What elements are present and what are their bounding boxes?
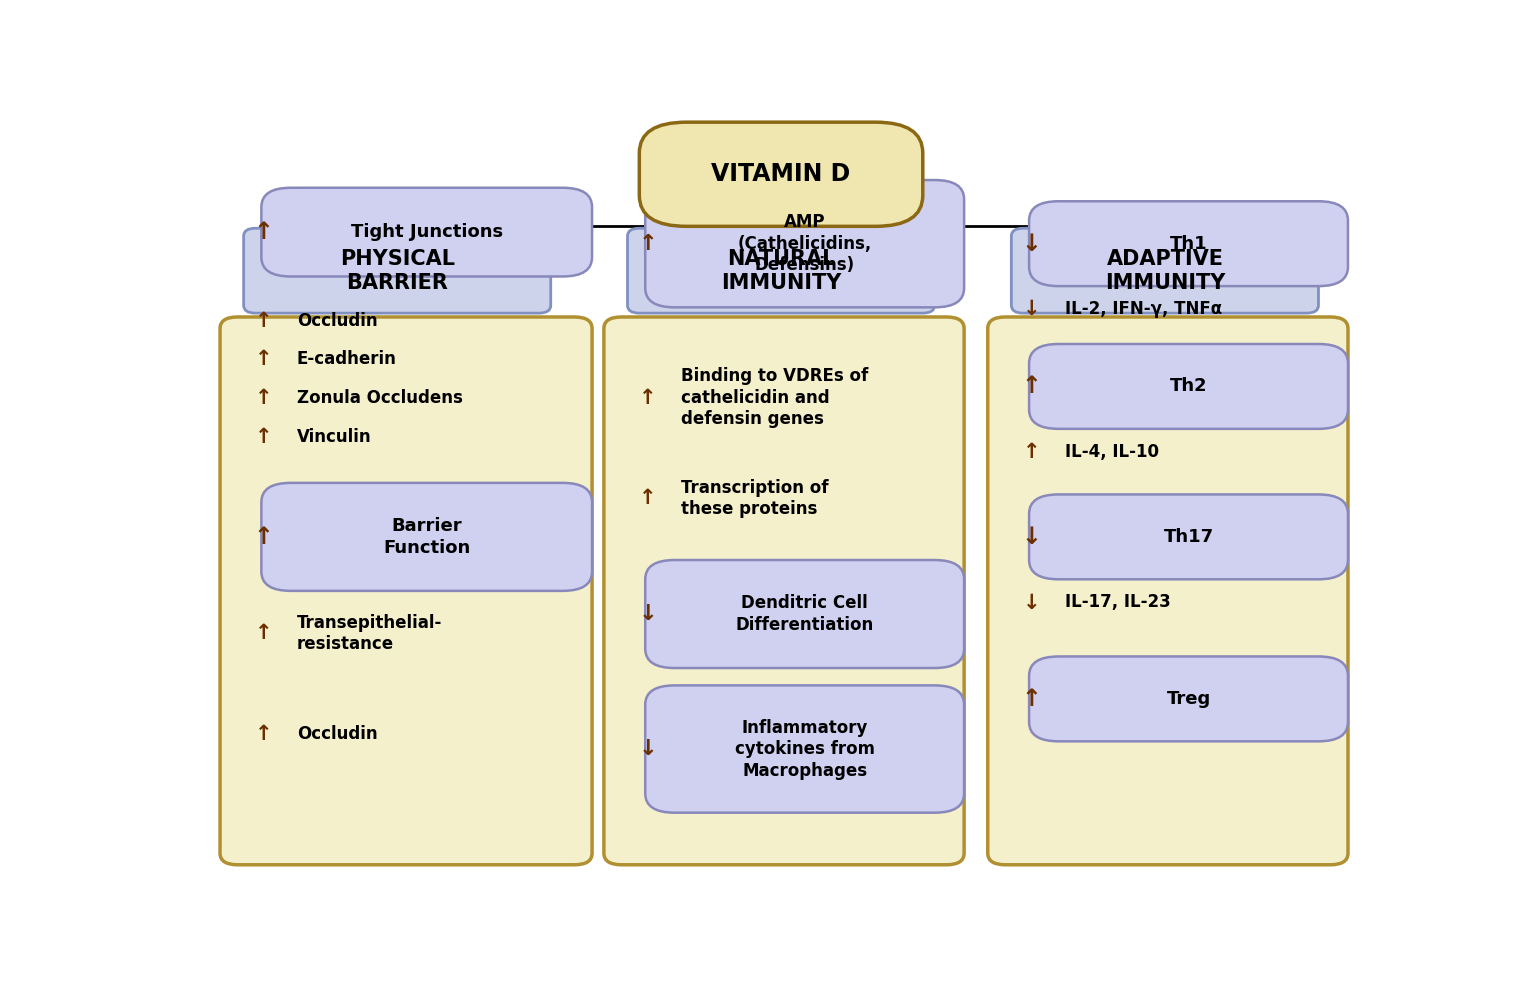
FancyBboxPatch shape [645, 180, 965, 308]
Text: ↑: ↑ [255, 427, 273, 447]
Text: Inflammatory
cytokines from
Macrophages: Inflammatory cytokines from Macrophages [735, 718, 875, 780]
Text: ↑: ↑ [1023, 442, 1041, 462]
FancyBboxPatch shape [219, 317, 593, 865]
Text: ↑: ↑ [639, 388, 657, 408]
FancyBboxPatch shape [645, 685, 965, 813]
FancyBboxPatch shape [645, 560, 965, 668]
Text: Transcription of
these proteins: Transcription of these proteins [681, 479, 828, 518]
Text: Th1: Th1 [1170, 234, 1207, 253]
Text: Barrier
Function: Barrier Function [383, 517, 471, 557]
Text: Th17: Th17 [1163, 528, 1213, 546]
Text: Tight Junctions: Tight Junctions [351, 223, 503, 241]
Text: ↓: ↓ [639, 739, 657, 760]
Text: VITAMIN D: VITAMIN D [712, 162, 850, 186]
Text: ↓: ↓ [1021, 525, 1041, 549]
FancyBboxPatch shape [244, 228, 550, 314]
Text: NATURAL
IMMUNITY: NATURAL IMMUNITY [721, 248, 841, 293]
FancyBboxPatch shape [262, 187, 593, 277]
Text: ↑: ↑ [255, 723, 273, 743]
Text: ↑: ↑ [1021, 687, 1041, 710]
Text: ↑: ↑ [639, 233, 657, 254]
Text: ↑: ↑ [255, 311, 273, 331]
FancyBboxPatch shape [604, 317, 965, 865]
Text: ↑: ↑ [255, 623, 273, 643]
Text: ↓: ↓ [1023, 592, 1041, 612]
FancyBboxPatch shape [1012, 228, 1318, 314]
Text: E-cadherin: E-cadherin [297, 351, 396, 369]
Text: ADAPTIVE
IMMUNITY: ADAPTIVE IMMUNITY [1105, 248, 1225, 293]
Text: ↑: ↑ [255, 525, 274, 549]
Text: ↓: ↓ [639, 604, 657, 624]
Text: Occludin: Occludin [297, 312, 378, 330]
Text: Treg: Treg [1166, 690, 1210, 707]
FancyBboxPatch shape [1029, 656, 1349, 741]
Text: Binding to VDREs of
cathelicidin and
defensin genes: Binding to VDREs of cathelicidin and def… [681, 368, 867, 429]
Text: ↑: ↑ [1021, 375, 1041, 399]
Text: ↓: ↓ [1023, 300, 1041, 320]
Text: ↑: ↑ [639, 488, 657, 508]
Text: Zonula Occludens: Zonula Occludens [297, 389, 463, 407]
FancyBboxPatch shape [640, 122, 924, 226]
FancyBboxPatch shape [988, 317, 1349, 865]
FancyBboxPatch shape [262, 483, 593, 591]
FancyBboxPatch shape [1029, 344, 1349, 429]
Text: ↑: ↑ [255, 388, 273, 408]
Text: ↓: ↓ [1021, 231, 1041, 256]
FancyBboxPatch shape [1029, 494, 1349, 579]
Text: IL-4, IL-10: IL-4, IL-10 [1065, 443, 1158, 461]
Text: PHYSICAL
BARRIER: PHYSICAL BARRIER [340, 248, 454, 293]
Text: IL-2, IFN-γ, TNFα: IL-2, IFN-γ, TNFα [1065, 301, 1222, 319]
Text: Th2: Th2 [1170, 378, 1207, 396]
Text: Denditric Cell
Differentiation: Denditric Cell Differentiation [736, 594, 873, 634]
Text: ↑: ↑ [255, 350, 273, 370]
Text: Vinculin: Vinculin [297, 428, 372, 446]
Text: ↑: ↑ [255, 220, 274, 244]
Text: IL-17, IL-23: IL-17, IL-23 [1065, 593, 1170, 611]
Text: Transepithelial-
resistance: Transepithelial- resistance [297, 613, 442, 653]
Text: Occludin: Occludin [297, 724, 378, 742]
FancyBboxPatch shape [1029, 201, 1349, 287]
FancyBboxPatch shape [628, 228, 934, 314]
Text: AMP
(Cathelicidins,
Defensins): AMP (Cathelicidins, Defensins) [738, 213, 872, 275]
